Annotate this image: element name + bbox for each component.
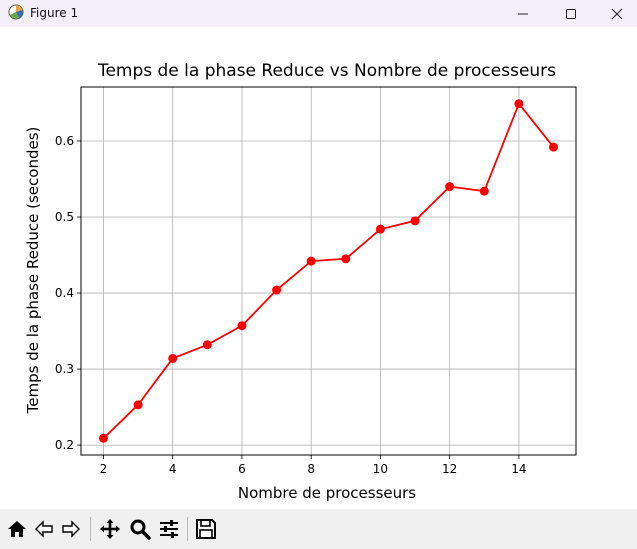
line-chart: Temps de la phase Reduce vs Nombre de pr…: [24, 61, 577, 502]
configure-subplots-icon: [160, 520, 178, 538]
y-axis-label: Temps de la phase Reduce (secondes): [24, 127, 42, 415]
forward-icon: [62, 520, 80, 538]
data-point: [514, 99, 524, 109]
data-point: [410, 216, 420, 226]
close-icon: [611, 8, 623, 19]
zoom-button[interactable]: [127, 516, 153, 542]
y-axis-ticks: 0.2 0.3 0.4 0.5 0.6: [55, 134, 81, 452]
data-point: [375, 224, 385, 234]
x-tick-label: 12: [442, 462, 457, 476]
data-point: [168, 353, 178, 363]
x-axis-label: Nombre de processeurs: [238, 484, 416, 502]
data-point: [272, 285, 282, 295]
data-point: [237, 321, 247, 331]
figure-canvas[interactable]: Temps de la phase Reduce vs Nombre de pr…: [0, 27, 637, 509]
y-tick-label: 0.6: [55, 134, 74, 148]
y-tick-label: 0.4: [55, 286, 74, 300]
close-button[interactable]: [594, 0, 637, 27]
axes-frame: [80, 86, 577, 456]
chart-title: Temps de la phase Reduce vs Nombre de pr…: [97, 61, 556, 81]
x-tick-label: 10: [373, 462, 388, 476]
x-tick-label: 4: [169, 462, 177, 476]
configure-subplots-button[interactable]: [156, 516, 182, 542]
grid: [81, 87, 576, 455]
window-titlebar: Figure 1: [0, 0, 637, 27]
data-point: [306, 256, 316, 266]
window-title: Figure 1: [30, 6, 79, 20]
zoom-icon: [130, 519, 151, 540]
data-point: [549, 142, 558, 152]
data-point: [445, 182, 455, 192]
y-tick-label: 0.3: [55, 362, 74, 376]
app-icon: [8, 4, 24, 20]
series-markers: [99, 99, 558, 443]
maximize-button[interactable]: [548, 0, 594, 27]
back-icon: [35, 520, 53, 538]
forward-button[interactable]: [58, 516, 84, 542]
series-line: [102, 101, 555, 439]
back-button[interactable]: [31, 516, 57, 542]
navigation-toolbar: [0, 509, 637, 549]
data-point: [341, 254, 351, 264]
pan-button[interactable]: [97, 516, 123, 542]
save-button[interactable]: [193, 516, 219, 542]
x-tick-label: 14: [511, 462, 526, 476]
data-point: [202, 340, 212, 350]
home-button[interactable]: [4, 516, 30, 542]
save-icon: [196, 519, 216, 539]
x-tick-label: 6: [238, 462, 246, 476]
y-tick-label: 0.5: [55, 210, 74, 224]
data-point: [99, 433, 108, 443]
minimize-icon: [518, 13, 528, 14]
minimize-button[interactable]: [500, 0, 546, 27]
x-tick-label: 8: [307, 462, 315, 476]
maximize-icon: [566, 8, 576, 19]
x-tick-label: 2: [100, 462, 108, 476]
home-icon: [8, 521, 26, 537]
toolbar-separator: [90, 517, 91, 541]
x-axis-ticks: 2 4 6 8 10 12 14: [100, 455, 527, 476]
y-tick-label: 0.2: [55, 438, 74, 452]
data-point: [133, 400, 143, 410]
pan-icon: [100, 519, 120, 539]
data-point: [479, 186, 489, 196]
series-polyline: [102, 101, 555, 439]
toolbar-separator: [187, 517, 188, 541]
